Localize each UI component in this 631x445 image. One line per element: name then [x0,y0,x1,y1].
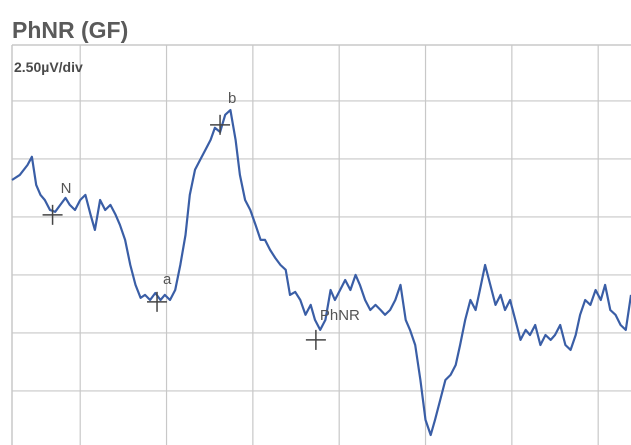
marker [42,204,63,225]
marker-label: b [228,90,236,107]
marker-label: PhNR [320,307,360,324]
marker [147,291,168,312]
marker [210,114,231,135]
waveform [11,108,631,437]
scale-label: 2.50µV/div [14,59,83,75]
marker [305,329,326,350]
marker-label: N [61,180,72,197]
chart-title: PhNR (GF) [12,17,128,43]
marker-label: a [163,271,172,288]
